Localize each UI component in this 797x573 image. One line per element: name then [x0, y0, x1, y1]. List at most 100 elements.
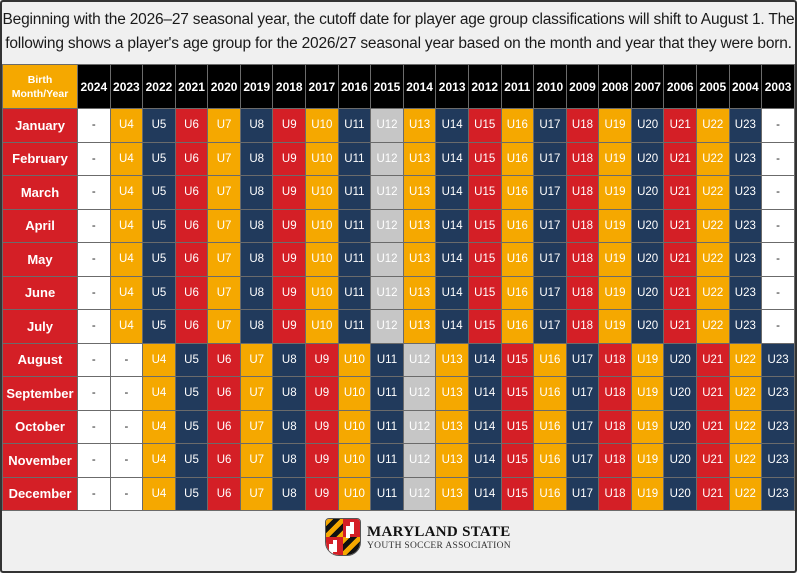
age-group-cell: U22 — [695, 208, 730, 243]
age-group-cell: U23 — [761, 476, 795, 511]
age-group-cell: U14 — [435, 242, 469, 277]
month-label: March — [2, 175, 78, 210]
age-group-cell: U21 — [695, 476, 730, 511]
age-group-cell: U7 — [207, 242, 241, 277]
year-header: 2019 — [239, 64, 274, 109]
age-group-cell: U13 — [402, 208, 437, 243]
age-group-cell: U20 — [663, 342, 697, 377]
month-label: April — [2, 208, 78, 243]
age-group-cell: U9 — [272, 108, 307, 143]
age-group-cell: U16 — [533, 409, 567, 444]
age-group-cell: U17 — [533, 175, 567, 210]
age-group-cell: U22 — [728, 443, 763, 478]
age-group-cell: U15 — [500, 376, 535, 411]
age-group-cell: U15 — [500, 342, 535, 377]
age-group-cell: U21 — [695, 342, 730, 377]
age-group-cell: U19 — [598, 141, 632, 176]
year-header: 2017 — [305, 64, 339, 109]
age-group-cell: U17 — [533, 309, 567, 344]
age-group-cell: U23 — [728, 208, 763, 243]
month-label: November — [2, 443, 78, 478]
age-group-cell: U6 — [174, 208, 209, 243]
age-group-cell: U23 — [728, 242, 763, 277]
age-group-cell: - — [109, 476, 144, 511]
year-header: 2020 — [207, 64, 241, 109]
age-group-cell: U16 — [500, 175, 535, 210]
age-group-cell: U9 — [305, 443, 339, 478]
maryland-flag-shield-icon — [325, 518, 361, 556]
age-group-cell: U13 — [435, 342, 469, 377]
age-group-cell: U8 — [239, 108, 274, 143]
age-group-cell: U4 — [109, 108, 144, 143]
age-group-cell: U12 — [370, 309, 404, 344]
age-group-cell: U20 — [630, 208, 665, 243]
year-header: 2005 — [695, 64, 730, 109]
age-group-cell: U6 — [207, 376, 241, 411]
age-group-cell: U14 — [467, 409, 502, 444]
age-group-cell: U14 — [435, 275, 469, 310]
age-group-cell: U22 — [728, 409, 763, 444]
age-group-cell: U23 — [728, 175, 763, 210]
age-group-cell: U13 — [402, 242, 437, 277]
age-group-cell: U4 — [109, 141, 144, 176]
age-group-cell: U17 — [533, 275, 567, 310]
corner-label-line1: Birth — [27, 73, 53, 86]
year-header: 2003 — [761, 64, 795, 109]
age-group-cell: U19 — [630, 476, 665, 511]
month-label: February — [2, 141, 78, 176]
age-group-cell: U23 — [761, 342, 795, 377]
age-group-cell: U11 — [370, 476, 404, 511]
age-group-cell: U13 — [435, 409, 469, 444]
age-group-cell: U18 — [565, 108, 600, 143]
age-group-cell: U20 — [630, 309, 665, 344]
age-group-cell: U16 — [500, 242, 535, 277]
age-group-cell: U8 — [239, 141, 274, 176]
age-group-cell: U19 — [598, 108, 632, 143]
age-group-cell: U15 — [467, 175, 502, 210]
age-group-cell: U10 — [337, 342, 372, 377]
year-header: 2008 — [598, 64, 632, 109]
year-header: 2022 — [142, 64, 176, 109]
age-group-cell: U10 — [337, 476, 372, 511]
age-group-cell: U22 — [695, 275, 730, 310]
corner-header: Birth Month/Year — [2, 64, 78, 109]
age-group-cell: U12 — [402, 376, 437, 411]
age-group-cell: U6 — [207, 443, 241, 478]
age-group-cell: U5 — [174, 376, 209, 411]
intro-line-1: Beginning with the 2026–27 seasonal year… — [2, 11, 795, 28]
age-group-cell: U5 — [174, 476, 209, 511]
age-group-cell: U8 — [239, 309, 274, 344]
age-group-cell: U11 — [337, 108, 372, 143]
age-group-cell: U9 — [272, 175, 307, 210]
table-row: June - U4 U5 U6 U7 U8 U9 U10 U11 U12 U13 U14 U15 U16 U1… — [2, 275, 795, 310]
corner-label-line2: Month/Year — [11, 87, 69, 100]
age-group-cell: U5 — [142, 309, 176, 344]
month-label: December — [2, 476, 78, 511]
age-group-cell: U18 — [598, 476, 632, 511]
year-header: 2011 — [500, 64, 535, 109]
age-group-cell: - — [761, 309, 795, 344]
age-group-cell: - — [77, 376, 111, 411]
age-group-cell: U14 — [467, 476, 502, 511]
age-group-cell: U16 — [500, 108, 535, 143]
age-group-cell: U8 — [239, 275, 274, 310]
age-group-cell: U20 — [663, 409, 697, 444]
age-group-cell: U5 — [142, 275, 176, 310]
age-group-cell: U6 — [174, 309, 209, 344]
age-group-cell: U17 — [533, 141, 567, 176]
age-group-cell: U21 — [695, 409, 730, 444]
age-group-cell: U12 — [370, 275, 404, 310]
age-group-cell: U22 — [695, 108, 730, 143]
age-group-cell: U6 — [207, 476, 241, 511]
age-group-cell: - — [109, 342, 144, 377]
month-label: June — [2, 275, 78, 310]
age-group-cell: U6 — [174, 108, 209, 143]
age-group-cell: U20 — [663, 376, 697, 411]
age-group-cell: U10 — [305, 275, 339, 310]
age-group-cell: U12 — [402, 342, 437, 377]
age-group-cell: U19 — [630, 409, 665, 444]
age-group-cell: U16 — [500, 275, 535, 310]
age-group-cell: U19 — [598, 242, 632, 277]
age-group-cell: U14 — [435, 309, 469, 344]
month-label: May — [2, 242, 78, 277]
